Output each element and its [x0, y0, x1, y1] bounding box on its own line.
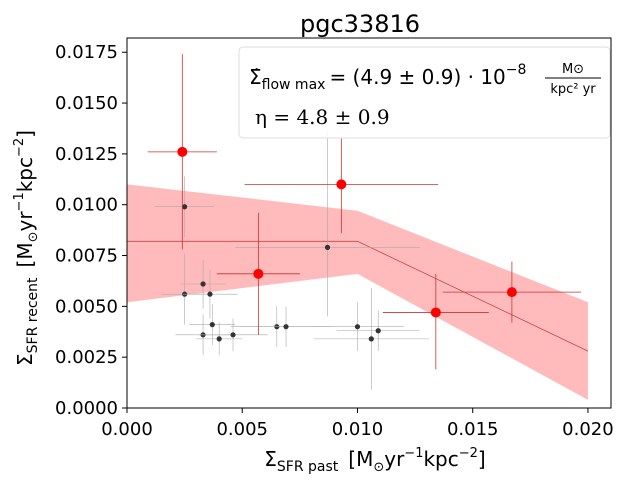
x-tick-label: 0.015 [447, 419, 499, 440]
y-label-unit-exp2: −2 [12, 138, 27, 157]
legend-box [238, 46, 611, 139]
x-axis-label: ΣSFR past [M⊙yr−1kpc−2] [264, 446, 485, 475]
x-label-unit-kpc: kpc [423, 447, 458, 471]
points-layer [147, 54, 582, 390]
data-marker [253, 268, 264, 279]
y-tick-label: 0.0100 [55, 195, 118, 216]
legend-unit-denominator: kpc² yr [550, 82, 596, 97]
x-tick-label: 0.000 [101, 419, 153, 440]
data-marker [368, 336, 374, 342]
x-tick-label: 0.010 [332, 419, 384, 440]
data-marker [200, 281, 206, 287]
y-tick-label: 0.0150 [55, 93, 118, 114]
x-label-sigma: Σ [264, 447, 277, 471]
large-bin-point [216, 212, 300, 335]
x-label-unit-yr: yr [384, 447, 405, 471]
data-marker [375, 328, 381, 334]
legend-flow-sub: flow max [262, 77, 326, 93]
legend-unit-numerator: M⊙ [562, 62, 584, 77]
x-label-unit-open: [M [348, 447, 373, 471]
model-confidence-band [127, 184, 588, 400]
x-label-unit-exp2: −2 [459, 446, 478, 461]
model-line [127, 240, 589, 352]
x-label-unit-close: ] [478, 447, 486, 471]
small-bin-point [198, 318, 268, 352]
data-marker [324, 244, 331, 250]
data-marker [209, 322, 215, 328]
model-layer [127, 184, 589, 400]
y-tick-label: 0.0025 [55, 347, 118, 368]
y-label-unit-sun: ⊙ [26, 232, 41, 243]
large-bin-point [147, 54, 217, 250]
data-marker [230, 332, 236, 338]
legend: Σ̇flow max = (4.9 ± 0.9) · 10−8 M⊙ kpc² y… [238, 46, 611, 139]
data-marker [177, 146, 188, 157]
y-label-sub: SFR recent [25, 277, 41, 353]
y-tick-label: 0.0125 [55, 144, 118, 165]
data-marker [283, 324, 289, 330]
y-tick-label: 0.0175 [55, 42, 118, 63]
data-marker [430, 307, 441, 318]
x-label-unit-exp1: −1 [404, 446, 423, 461]
data-marker [216, 336, 222, 342]
plot-frame [126, 37, 612, 409]
large-bin-point [442, 261, 582, 323]
small-bin-point [313, 288, 429, 390]
data-marker [506, 287, 517, 298]
small-bin-point [180, 259, 227, 309]
y-label-sigma: Σ [13, 353, 37, 366]
y-tick-label: 0.0050 [55, 296, 118, 317]
legend-flow-value: = (4.9 ± 0.9) · 10 [329, 65, 505, 89]
small-bin-point [189, 304, 236, 345]
legend-line-2: η = 4.8 ± 0.9 [255, 105, 390, 129]
chart-title: pgc33816 [300, 10, 420, 38]
legend-line-1: Σ̇flow max = (4.9 ± 0.9) · 10−8 [249, 62, 526, 93]
y-label-unit-exp1: −1 [12, 192, 27, 211]
small-bin-point [196, 322, 243, 356]
small-bin-point [235, 129, 420, 317]
data-marker [336, 179, 347, 190]
data-marker [182, 204, 188, 210]
large-bin-point [382, 273, 489, 370]
small-bin-point [154, 176, 215, 238]
small-bin-point [182, 269, 238, 319]
y-tick-label: 0.0000 [55, 398, 118, 419]
y-axis: 0.0000 0.0025 0.0050 0.0075 0.0100 0.0125 0.01… [55, 42, 127, 419]
legend-flow-symbol: Σ̇ [249, 65, 262, 89]
data-marker [354, 324, 361, 330]
small-bin-point [336, 310, 420, 352]
y-label-unit-kpc: kpc [13, 157, 37, 192]
x-tick-label: 0.020 [562, 419, 614, 440]
large-bin-point [244, 137, 439, 234]
y-label-unit-yr: yr [13, 211, 37, 232]
x-axis: 0.000 0.005 0.010 0.015 0.020 [101, 408, 614, 440]
y-label-unit-open: [M [13, 242, 37, 267]
x-label-sub: SFR past [277, 459, 339, 475]
x-label-unit-sun: ⊙ [373, 460, 384, 475]
data-marker [207, 291, 213, 297]
x-tick-label: 0.005 [216, 419, 268, 440]
y-tick-label: 0.0075 [55, 246, 118, 267]
y-label-unit-close: ] [13, 130, 37, 138]
y-axis-label: ΣSFR recent [M⊙yr−1kpc−2] [12, 130, 41, 366]
legend-flow-exp: −8 [506, 62, 527, 78]
small-bin-point [311, 302, 404, 352]
